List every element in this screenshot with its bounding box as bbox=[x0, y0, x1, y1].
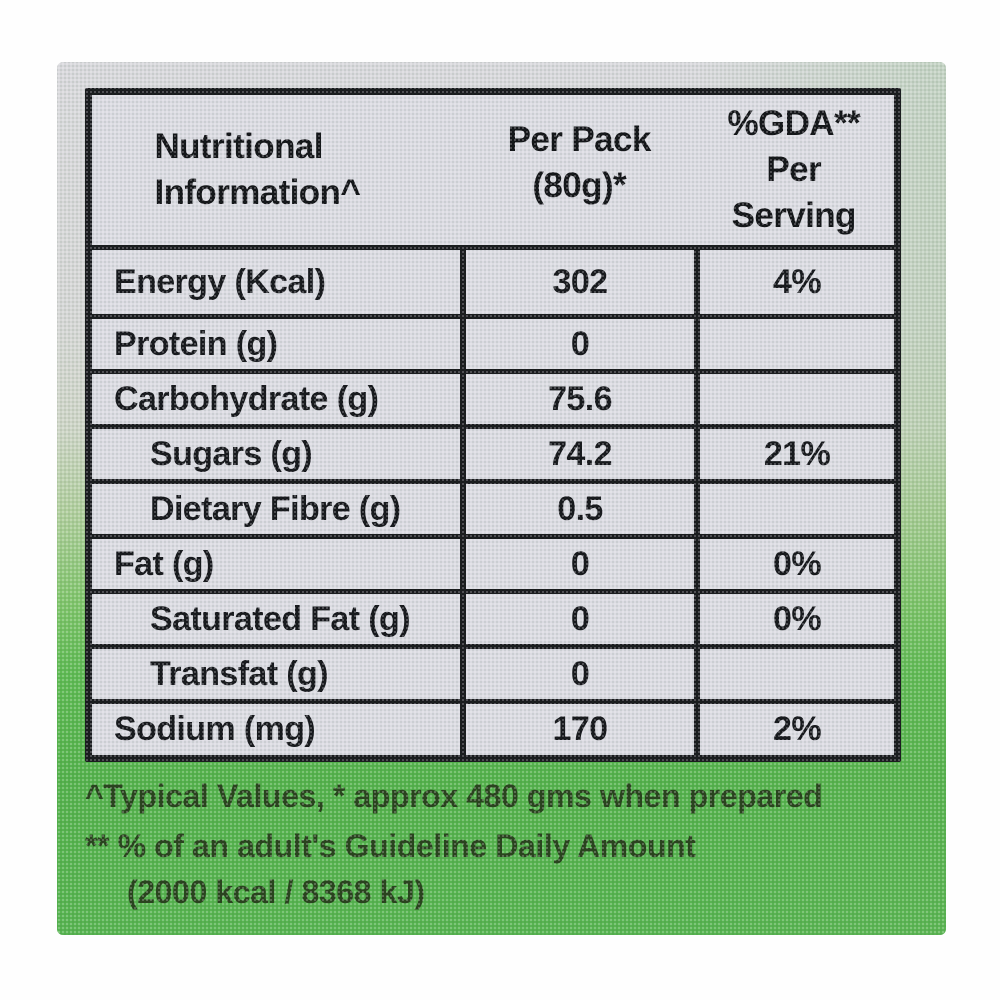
header-gda-per-serving: %GDA** Per Serving bbox=[693, 101, 894, 240]
footnote-gda-definition: ** % of an adult's Guideline Daily Amoun… bbox=[85, 828, 696, 864]
row-carbohydrate-per-pack: 75.6 bbox=[466, 374, 694, 424]
row-fat-gda: 0% bbox=[700, 539, 894, 589]
header-per-pack-line2: (80g)* bbox=[532, 166, 627, 205]
row-protein-per-pack: 0 bbox=[466, 319, 694, 369]
row-energy-per-pack: 302 bbox=[466, 250, 694, 314]
row-sodium-per-pack: 170 bbox=[466, 704, 694, 755]
header-nutritional-information: Nutritional Information^ bbox=[92, 124, 465, 216]
header-gda-line2: Per bbox=[766, 149, 822, 189]
nutrition-table: Nutritional Information^ Per Pack (80g)*… bbox=[85, 88, 901, 762]
row-protein-label: Protein (g) bbox=[92, 319, 460, 369]
header-gda-line3: Serving bbox=[731, 196, 857, 236]
row-transfat-gda bbox=[700, 649, 894, 699]
row-dietary-fibre-label: Dietary Fibre (g) bbox=[92, 484, 460, 534]
row-transfat-per-pack: 0 bbox=[466, 649, 694, 699]
header-per-pack: Per Pack (80g)* bbox=[465, 117, 694, 223]
footnote-kcal-kj: (2000 kcal / 8368 kJ) bbox=[127, 874, 425, 910]
row-saturated-fat-label: Saturated Fat (g) bbox=[92, 594, 460, 644]
table-header-row: Nutritional Information^ Per Pack (80g)*… bbox=[92, 95, 894, 245]
footnote-typical-values: ^Typical Values, * approx 480 gms when p… bbox=[85, 778, 823, 814]
row-transfat-label: Transfat (g) bbox=[92, 649, 460, 699]
row-sugars-per-pack: 74.2 bbox=[466, 429, 694, 479]
row-dietary-fibre-per-pack: 0.5 bbox=[466, 484, 694, 534]
row-fat-label: Fat (g) bbox=[92, 539, 460, 589]
row-sodium-gda: 2% bbox=[700, 704, 894, 755]
row-energy-label: Energy (Kcal) bbox=[92, 250, 460, 314]
row-saturated-fat-gda: 0% bbox=[700, 594, 894, 644]
row-carbohydrate-gda bbox=[700, 374, 894, 424]
row-sugars-gda: 21% bbox=[700, 429, 894, 479]
row-carbohydrate-label: Carbohydrate (g) bbox=[92, 374, 460, 424]
header-nutrition-line2: Information^ bbox=[154, 173, 361, 212]
row-sodium-label: Sodium (mg) bbox=[92, 704, 460, 755]
header-per-pack-line1: Per Pack bbox=[507, 119, 652, 159]
package-surface: Nutritional Information^ Per Pack (80g)*… bbox=[57, 62, 946, 935]
row-protein-gda bbox=[700, 319, 894, 369]
row-dietary-fibre-gda bbox=[700, 484, 894, 534]
row-energy-gda: 4% bbox=[700, 250, 894, 314]
row-fat-per-pack: 0 bbox=[466, 539, 694, 589]
row-sugars-label: Sugars (g) bbox=[92, 429, 460, 479]
header-gda-line1: %GDA** bbox=[727, 103, 860, 143]
row-saturated-fat-per-pack: 0 bbox=[466, 594, 694, 644]
header-nutrition-line1: Nutritional bbox=[154, 126, 323, 166]
